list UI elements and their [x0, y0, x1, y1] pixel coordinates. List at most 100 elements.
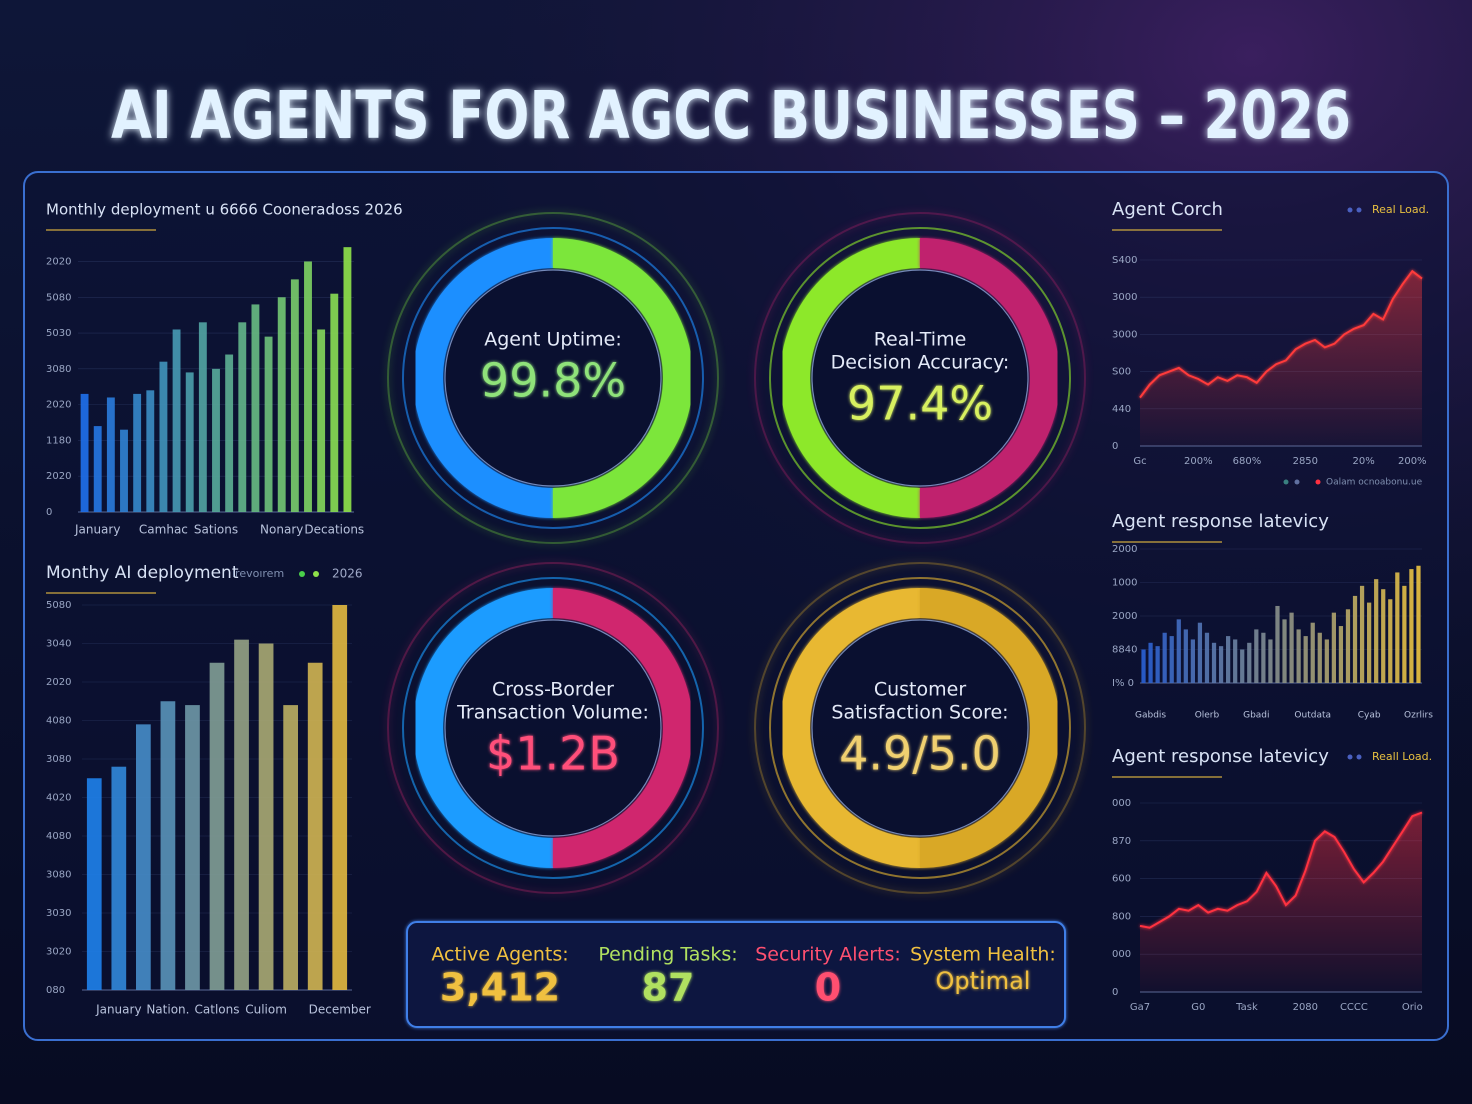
- x-tick-label: Olerb: [1195, 711, 1220, 721]
- bar: [1226, 636, 1231, 683]
- gauge-outer-ring: [769, 227, 1071, 529]
- bar: [1176, 619, 1181, 683]
- y-tick-label: 440: [1112, 404, 1131, 415]
- bar: [185, 705, 200, 990]
- y-tick-label: 2020: [46, 677, 71, 688]
- gauge-label: Decision Accuracy:: [831, 352, 1010, 374]
- frame: [23, 171, 1449, 1041]
- y-tick-label: 5030: [46, 328, 71, 339]
- caption-dot: [1294, 479, 1300, 485]
- bar: [160, 701, 176, 990]
- bar: [1155, 646, 1160, 683]
- y-tick-label: 0: [1112, 441, 1118, 452]
- bar: [1141, 649, 1146, 683]
- bar: [264, 336, 273, 512]
- bar: [238, 322, 247, 512]
- gauge-value: 4.9/5.0: [839, 727, 1001, 781]
- bar: [1268, 639, 1273, 683]
- y-tick-label: 600: [1112, 874, 1131, 885]
- line-area: [1140, 271, 1422, 446]
- bar: [1388, 599, 1393, 683]
- y-tick-label: 4080: [46, 831, 71, 842]
- gauge-arc: [919, 238, 1060, 518]
- line: [1139, 269, 1423, 399]
- bar: [1303, 636, 1308, 683]
- bar: [111, 766, 127, 990]
- y-tick-label: I% 0: [1112, 678, 1134, 689]
- bar: [1240, 649, 1245, 683]
- gauge-arc: [552, 238, 693, 518]
- gauge-value: $1.2B: [486, 727, 620, 781]
- gauge-label: Transaction Volume:: [456, 702, 649, 724]
- y-tick-label: 3080: [46, 870, 71, 881]
- status-value: 3,412: [440, 966, 560, 1010]
- bar: [1331, 612, 1336, 683]
- bar: [1345, 609, 1351, 683]
- gauge-arc: [780, 588, 921, 868]
- x-tick-label: Nonary: [260, 523, 303, 537]
- bar: [277, 297, 286, 512]
- y-tick-label: 2020: [46, 471, 71, 482]
- legend-dot: [299, 571, 305, 577]
- bar: [1261, 632, 1266, 683]
- y-tick-label: 8840: [1112, 645, 1137, 656]
- x-tick-label: 200%: [1184, 456, 1213, 467]
- bar: [212, 368, 220, 512]
- y-tick-label: 0: [1112, 987, 1118, 998]
- bar: [225, 354, 234, 512]
- y-tick-label: 800: [1112, 911, 1131, 922]
- y-tick-label: S00: [1112, 367, 1131, 378]
- bar: [159, 361, 168, 512]
- bar: [1162, 632, 1167, 683]
- legend-dot: [1347, 207, 1353, 213]
- x-tick-label: 2850: [1293, 456, 1318, 467]
- status-panel: [406, 921, 1066, 1028]
- bar: [290, 279, 299, 512]
- bar: [1402, 585, 1407, 683]
- y-tick-label: 1000: [1112, 578, 1137, 589]
- bar: [209, 662, 225, 990]
- bar: [106, 397, 115, 512]
- bar: [304, 261, 312, 512]
- y-tick-label: 870: [1112, 836, 1131, 847]
- bar: [198, 322, 207, 512]
- y-tick-label: 5080: [46, 292, 71, 303]
- bar: [1190, 639, 1195, 683]
- x-tick-label: Orio: [1402, 1002, 1423, 1013]
- y-tick-label: 3080: [46, 364, 71, 375]
- bar: [1148, 642, 1153, 683]
- x-tick-label: Ozrlirs: [1404, 711, 1433, 721]
- chart-caption: Oalam ocnoabonu.ue: [1326, 478, 1423, 488]
- y-tick-label: 080: [46, 985, 65, 996]
- caption-dot: [1283, 479, 1289, 485]
- y-tick-label: 4080: [46, 716, 71, 727]
- gauge-face: [444, 619, 662, 837]
- x-tick-label: 20%: [1353, 456, 1375, 467]
- legend-dot: [1356, 207, 1362, 213]
- legend-label: Real Load.: [1372, 203, 1429, 216]
- bar: [258, 643, 274, 990]
- bar: [330, 293, 339, 512]
- chart-title: Monthy AI deployment: [46, 563, 239, 583]
- y-tick-label: 2000: [1112, 544, 1137, 555]
- gauge-label: Agent Uptime:: [484, 329, 622, 351]
- bar: [1310, 622, 1315, 683]
- gauge-halo: [754, 562, 1086, 894]
- bar: [185, 372, 194, 512]
- y-tick-label: 2000: [1112, 611, 1137, 622]
- x-tick-label: Nation.: [146, 1003, 189, 1017]
- bar: [1169, 636, 1174, 683]
- x-tick-label: 2080: [1293, 1002, 1318, 1013]
- bar: [1296, 629, 1301, 683]
- x-tick-label: Sations: [194, 523, 238, 537]
- y-tick-label: 5080: [46, 600, 71, 611]
- gauge-label: Customer: [874, 679, 966, 701]
- x-tick-label: Catlons: [195, 1003, 240, 1017]
- x-tick-label: Task: [1235, 1002, 1258, 1013]
- status-value: 0: [815, 966, 841, 1010]
- status-label: Pending Tasks:: [598, 944, 737, 966]
- chart-title: Agent response latevicy: [1112, 746, 1329, 767]
- bar: [1197, 622, 1203, 683]
- chart-title: Monthly deployment u 6666 Cooneradoss 20…: [46, 201, 403, 219]
- bar: [332, 605, 348, 990]
